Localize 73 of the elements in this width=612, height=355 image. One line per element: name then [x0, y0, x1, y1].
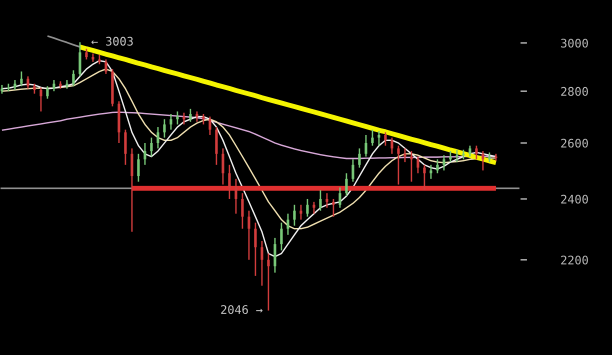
candlestick [182, 112, 186, 126]
candlestick [364, 134, 368, 158]
candlestick [234, 178, 238, 214]
candlestick [286, 212, 290, 236]
candlestick [319, 190, 322, 212]
candlestick [384, 132, 387, 146]
candlestick [358, 148, 361, 168]
candlestick [46, 86, 49, 100]
candlestick [468, 145, 472, 158]
candlestick [300, 204, 302, 220]
candlestick [222, 148, 224, 186]
y-tick-label: 2600 [561, 138, 588, 148]
candlestick [137, 153, 140, 182]
candlestick [78, 42, 82, 78]
y-tick-label: 2400 [561, 194, 588, 204]
y-tick-label: 3000 [561, 38, 588, 48]
candlestick [260, 240, 264, 286]
candlestick [52, 79, 56, 92]
candlestick [442, 154, 446, 172]
candlestick [176, 110, 179, 126]
candlestick [267, 252, 270, 312]
candlestick [248, 210, 250, 261]
candlestick [40, 86, 42, 112]
candlestick [124, 128, 127, 166]
candlestick [85, 48, 88, 60]
candlestick [72, 70, 75, 87]
candlestick [144, 142, 146, 166]
candlestick [352, 158, 354, 182]
candlestick [241, 192, 244, 230]
candlestick [33, 83, 36, 94]
candlestick [202, 113, 205, 126]
candlestick [488, 152, 491, 163]
candlestick [104, 58, 108, 75]
candlestick [390, 136, 394, 155]
candlestick [274, 237, 276, 274]
candlestick [436, 158, 439, 174]
candlestick [280, 222, 283, 252]
annotation: ← 3003 [91, 36, 133, 46]
candlestick [338, 186, 342, 208]
candlestick [430, 164, 432, 180]
candlestick [254, 222, 257, 277]
candlestick [130, 148, 134, 232]
candlestick [475, 145, 478, 160]
candlestick [150, 136, 153, 158]
candlestick [306, 198, 309, 218]
y-tick-label: 2800 [561, 86, 588, 96]
candlestick [416, 156, 420, 174]
candlestick [326, 192, 328, 208]
line-series [78, 44, 498, 166]
candlestick [189, 108, 192, 123]
candlestick [345, 172, 348, 197]
candlestick [293, 204, 296, 226]
candlestick [423, 164, 426, 191]
candlestick [312, 201, 316, 214]
candlestick [397, 145, 400, 186]
candlestick [14, 79, 16, 91]
candlestick [371, 128, 374, 146]
candlestick [170, 113, 172, 130]
line-series [46, 35, 81, 48]
candlestick [163, 118, 166, 138]
candlestick [410, 150, 413, 182]
candlestick [456, 149, 458, 163]
candlestick [196, 110, 198, 123]
candlestick [228, 164, 231, 200]
candlestick [98, 54, 101, 65]
candlestick [482, 150, 484, 172]
candlestick [208, 116, 212, 136]
candlestick [156, 126, 160, 150]
annotation: 2046 → [221, 305, 263, 314]
y-tick-label: 2200 [561, 256, 588, 264]
candlestick [449, 150, 452, 163]
candlestick [332, 198, 335, 218]
candlestick [26, 76, 30, 90]
